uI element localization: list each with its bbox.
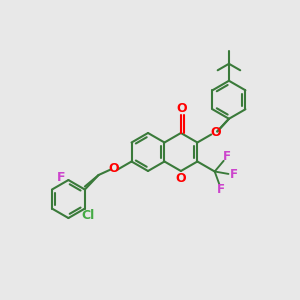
Text: Cl: Cl — [81, 209, 94, 222]
Text: O: O — [177, 103, 187, 116]
Text: O: O — [108, 162, 119, 175]
Text: O: O — [210, 126, 220, 139]
Text: F: F — [230, 168, 237, 181]
Text: O: O — [176, 172, 186, 184]
Text: F: F — [57, 170, 66, 184]
Text: F: F — [217, 183, 225, 196]
Text: F: F — [223, 150, 231, 164]
